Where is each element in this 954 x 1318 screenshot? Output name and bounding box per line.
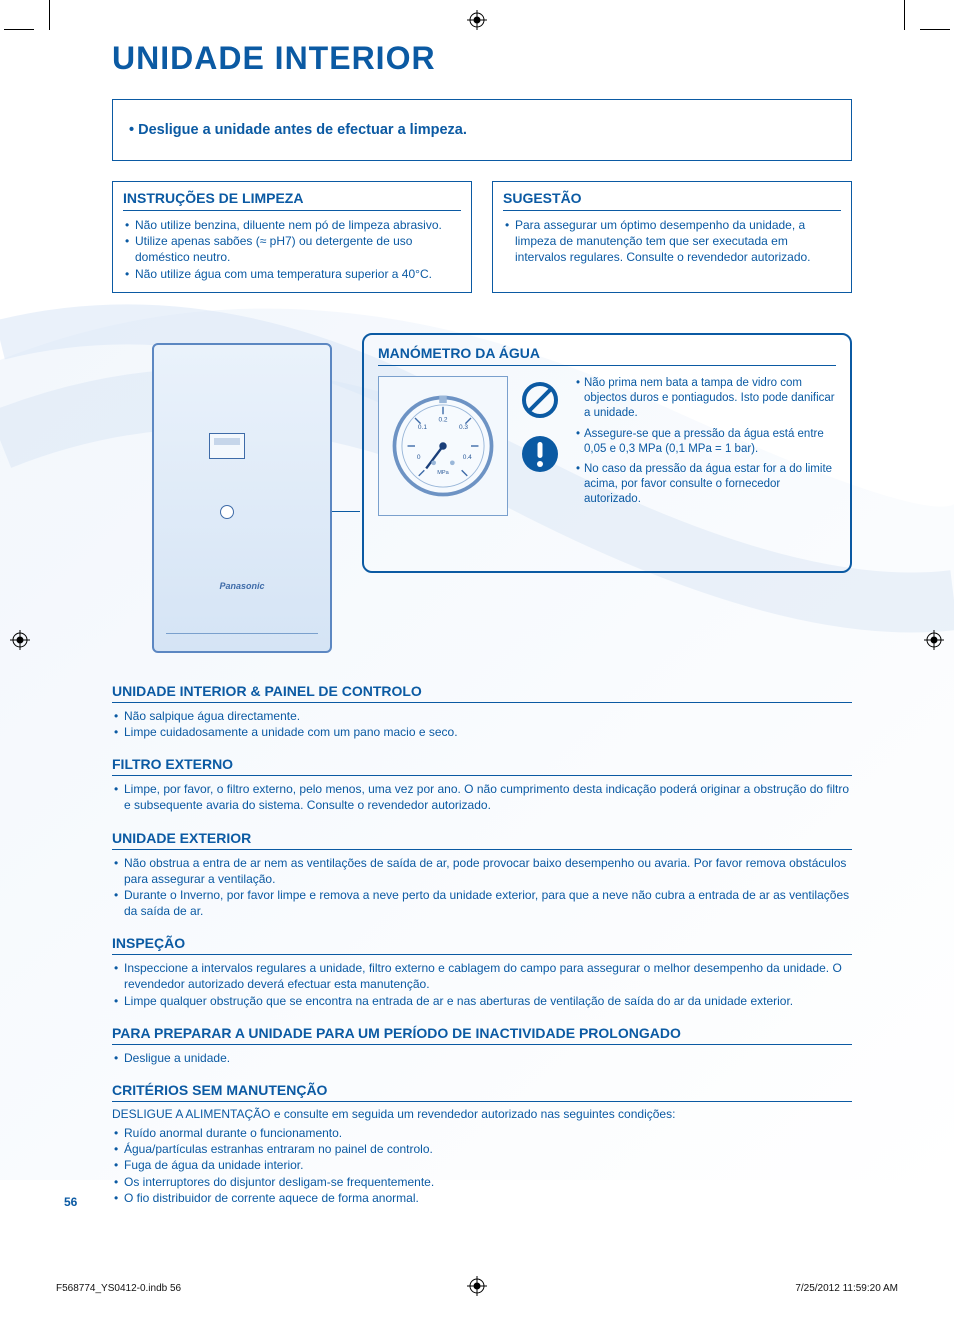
unit-vents — [166, 633, 318, 647]
list-item: Durante o Inverno, por favor limpe e rem… — [112, 887, 852, 919]
section-filtro-externo: FILTRO EXTERNO Limpe, por favor, o filtr… — [112, 756, 852, 813]
warning-box: • Desligue a unidade antes de efectuar a… — [112, 99, 852, 161]
svg-text:0.2: 0.2 — [438, 416, 447, 423]
gauge-icons — [520, 376, 562, 516]
svg-text:0.3: 0.3 — [459, 424, 468, 431]
two-column-row: INSTRUÇÕES DE LIMPEZA Não utilize benzin… — [112, 181, 852, 293]
list-item: Ruído anormal durante o funcionamento. — [112, 1125, 852, 1141]
svg-text:0.1: 0.1 — [418, 424, 427, 431]
suggestion-list: Para assegurar um óptimo desempenho da u… — [503, 217, 841, 266]
manometer-text: Não prima nem bata a tampa de vidro com … — [574, 376, 836, 516]
instructions-heading: INSTRUÇÕES DE LIMPEZA — [123, 190, 461, 211]
list-item: Não salpique água directamente. — [112, 708, 852, 724]
warning-text: • Desligue a unidade antes de efectuar a… — [129, 122, 835, 138]
section-inspecao: INSPEÇÃO Inspeccione a intervalos regula… — [112, 935, 852, 1009]
diagram-row: Panasonic MANÓMETRO DA ÁGUA — [112, 333, 852, 653]
footer-file: F568774_YS0412-0.indb 56 — [56, 1283, 181, 1294]
registration-mark-icon — [924, 630, 944, 650]
list-item: Desligue a unidade. — [112, 1050, 852, 1066]
list-item: No caso da pressão da água estar for a d… — [574, 462, 836, 507]
list-item: Fuga de água da unidade interior. — [112, 1157, 852, 1173]
unit-brand-label: Panasonic — [154, 581, 330, 591]
list-item: Água/partículas estranhas entraram no pa… — [112, 1141, 852, 1157]
crop-mark — [904, 0, 905, 30]
section-unidade-exterior: UNIDADE EXTERIOR Não obstrua a entra de … — [112, 830, 852, 920]
list-item: Os interruptores do disjuntor desligam-s… — [112, 1174, 852, 1190]
page-number: 56 — [64, 1195, 77, 1209]
indoor-unit-illustration: Panasonic — [152, 343, 332, 653]
section-heading: UNIDADE EXTERIOR — [112, 830, 852, 850]
list-item: Não utilize água com uma temperatura sup… — [123, 266, 461, 282]
registration-mark-icon — [467, 10, 487, 30]
list-item: Limpe cuidadosamente a unidade com um pa… — [112, 724, 852, 740]
instructions-box: INSTRUÇÕES DE LIMPEZA Não utilize benzin… — [112, 181, 472, 293]
list-item: Não obstrua a entra de ar nem as ventila… — [112, 855, 852, 887]
list-item: Utilize apenas sabões (≈ pH7) ou deterge… — [123, 233, 461, 265]
section-lead: DESLIGUE A ALIMENTAÇÃO e consulte em seg… — [112, 1107, 852, 1121]
list-item: Para assegurar um óptimo desempenho da u… — [503, 217, 841, 266]
svg-text:0.4: 0.4 — [463, 454, 472, 461]
gauge-illustration: 0.2 0.1 0.3 0 0.4 MPa — [378, 376, 508, 516]
section-heading: CRITÉRIOS SEM MANUTENÇÃO — [112, 1082, 852, 1102]
footer-timestamp: 7/25/2012 11:59:20 AM — [795, 1283, 898, 1294]
list-item: Não utilize benzina, diluente nem pó de … — [123, 217, 461, 233]
list-item: Limpe, por favor, o filtro externo, pelo… — [112, 781, 852, 813]
registration-mark-icon — [467, 1276, 487, 1296]
section-heading: FILTRO EXTERNO — [112, 756, 852, 776]
list-item: Assegure-se que a pressão da água está e… — [574, 427, 836, 457]
crop-mark — [920, 29, 950, 30]
caution-icon — [520, 434, 560, 474]
instructions-list: Não utilize benzina, diluente nem pó de … — [123, 217, 461, 282]
crop-mark — [49, 0, 50, 30]
section-heading: UNIDADE INTERIOR & PAINEL DE CONTROLO — [112, 683, 852, 703]
list-item: O fio distribuidor de corrente aquece de… — [112, 1190, 852, 1206]
suggestion-heading: SUGESTÃO — [503, 190, 841, 211]
page-title: UNIDADE INTERIOR — [52, 40, 902, 77]
section-heading: INSPEÇÃO — [112, 935, 852, 955]
manometer-heading: MANÓMETRO DA ÁGUA — [378, 345, 836, 366]
section-unidade-interior-painel: UNIDADE INTERIOR & PAINEL DE CONTROLO Nã… — [112, 683, 852, 740]
page-content: UNIDADE INTERIOR • Desligue a unidade an… — [52, 40, 902, 1222]
warning-text-value: Desligue a unidade antes de efectuar a l… — [138, 122, 467, 138]
list-item: Limpe qualquer obstrução que se encontra… — [112, 993, 852, 1009]
section-inactividade: PARA PREPARAR A UNIDADE PARA UM PERÍODO … — [112, 1025, 852, 1066]
svg-text:0: 0 — [417, 454, 421, 461]
registration-mark-icon — [10, 630, 30, 650]
section-heading: PARA PREPARAR A UNIDADE PARA UM PERÍODO … — [112, 1025, 852, 1045]
prohibit-icon — [520, 380, 560, 420]
crop-mark — [4, 29, 34, 30]
section-criterios: CRITÉRIOS SEM MANUTENÇÃO DESLIGUE A ALIM… — [112, 1082, 852, 1206]
list-item: Inspeccione a intervalos regulares a uni… — [112, 960, 852, 992]
suggestion-box: SUGESTÃO Para assegurar um óptimo desemp… — [492, 181, 852, 293]
gauge-row: 0.2 0.1 0.3 0 0.4 MPa — [378, 376, 836, 516]
manometer-box: MANÓMETRO DA ÁGUA — [362, 333, 852, 573]
svg-text:MPa: MPa — [437, 470, 449, 476]
unit-gauge-knob — [220, 505, 234, 519]
unit-control-panel — [209, 433, 245, 459]
list-item: Não prima nem bata a tampa de vidro com … — [574, 376, 836, 421]
